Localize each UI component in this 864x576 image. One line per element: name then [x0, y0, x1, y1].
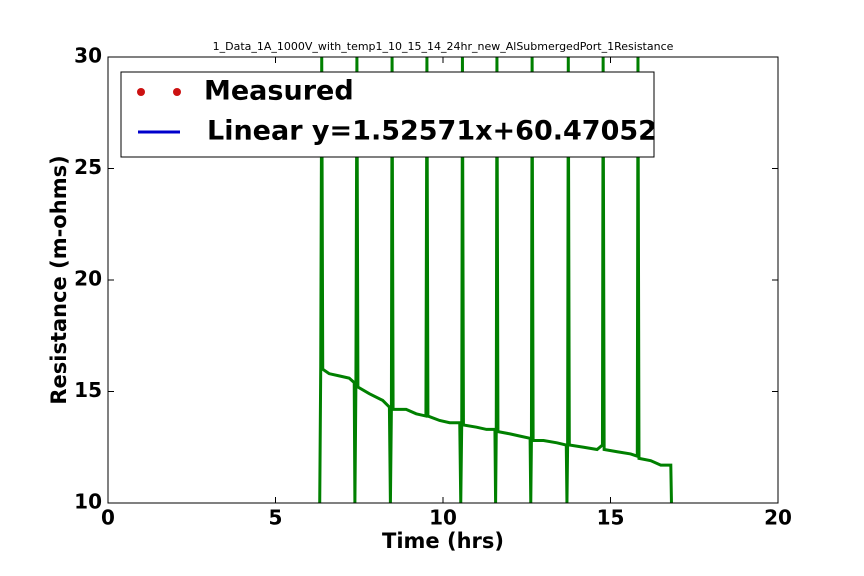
- legend-box: [120, 71, 655, 158]
- x-tick-label: 15: [597, 506, 625, 530]
- x-axis-label: Time (hrs): [382, 529, 504, 553]
- y-tick-label: 10: [74, 490, 102, 514]
- x-tick-label: 0: [101, 506, 115, 530]
- x-tick-label: 5: [269, 506, 283, 530]
- legend-label: Measured: [204, 76, 354, 107]
- y-axis-label: Resistance (m-ohms): [47, 155, 71, 404]
- legend-marker: [137, 88, 145, 96]
- plot-area: [318, 57, 673, 503]
- x-tick-label: 10: [429, 506, 457, 530]
- y-tick-label: 30: [74, 44, 102, 68]
- data-line: [318, 57, 673, 503]
- legend-label: Linear y=1.52571x+60.47052: [207, 116, 657, 147]
- x-tick-label: 20: [764, 506, 792, 530]
- legend-marker: [173, 88, 181, 96]
- y-tick-label: 15: [74, 378, 102, 402]
- y-tick-label: 25: [74, 155, 102, 179]
- chart-title: 1_Data_1A_1000V_with_temp1_10_15_14_24hr…: [213, 40, 674, 53]
- y-tick-label: 20: [74, 267, 102, 291]
- legend: Measured Linear y=1.52571x+60.47052: [120, 71, 657, 158]
